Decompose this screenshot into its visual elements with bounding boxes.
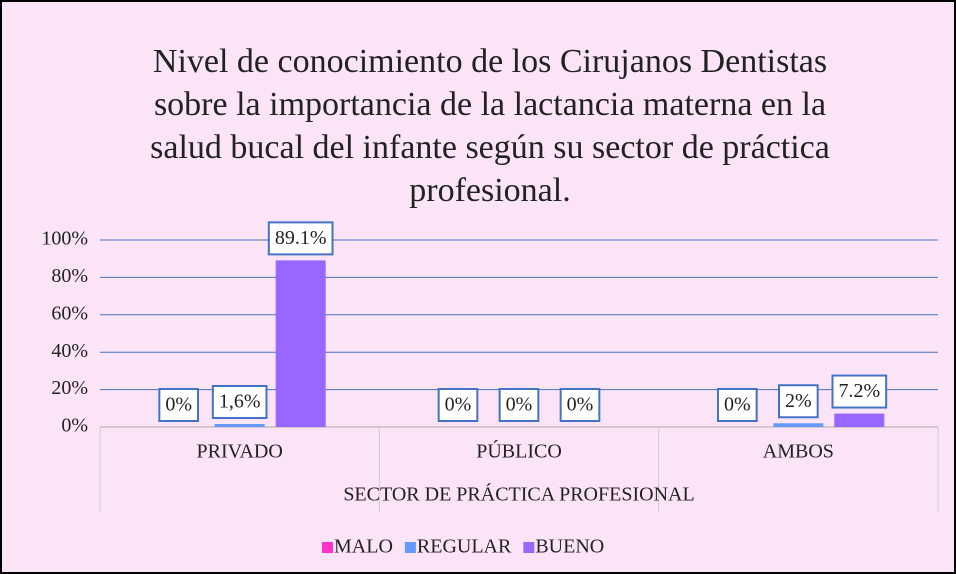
- value-label: 0%: [165, 394, 192, 416]
- x-tick-label: PRIVADO: [197, 441, 283, 463]
- value-label: 2%: [785, 390, 812, 412]
- y-tick-label: 60%: [51, 302, 88, 324]
- legend-label: MALO: [334, 536, 393, 558]
- bar: [773, 423, 824, 427]
- legend-label: REGULAR: [417, 536, 512, 558]
- value-label-box: [777, 384, 819, 419]
- chart-title: sobre la importancia de la lactancia mat…: [154, 86, 826, 123]
- x-tick-label: AMBOS: [763, 441, 834, 463]
- bar: [834, 413, 885, 427]
- value-label-box: [716, 388, 758, 422]
- legend-swatch: [404, 542, 416, 553]
- value-label: 1,6%: [219, 391, 261, 413]
- y-tick-label: 0%: [61, 415, 88, 437]
- chart-title: Nivel de conocimiento de los Cirujanos D…: [153, 43, 827, 80]
- legend-label: BUENO: [535, 536, 604, 558]
- bar: [275, 260, 326, 427]
- x-axis-title: SECTOR DE PRÁCTICA PROFESIONAL: [343, 483, 694, 506]
- value-label: 0%: [567, 394, 594, 416]
- value-label-box: [498, 388, 540, 422]
- legend-swatch: [322, 542, 333, 553]
- y-tick-label: 80%: [51, 265, 88, 287]
- value-label: 0%: [445, 394, 472, 416]
- chart-title: salud bucal del infante según su sector …: [150, 129, 830, 166]
- y-tick-label: 100%: [41, 228, 88, 250]
- value-label-box: [211, 385, 268, 420]
- value-label: 7.2%: [838, 380, 880, 402]
- value-label-box: [559, 388, 601, 422]
- y-tick-label: 20%: [51, 377, 88, 399]
- value-label-box: [437, 388, 479, 422]
- value-label: 0%: [506, 394, 533, 416]
- y-tick-label: 40%: [51, 340, 88, 362]
- value-label: 0%: [724, 394, 751, 416]
- value-label: 89.1%: [275, 227, 327, 249]
- value-label-box: [267, 221, 334, 256]
- value-label-box: [158, 388, 200, 422]
- bar: [214, 424, 265, 427]
- value-label-box: [831, 374, 888, 409]
- chart-title: profesional.: [409, 172, 570, 209]
- x-tick-label: PÚBLICO: [476, 439, 562, 463]
- legend-swatch: [523, 542, 535, 553]
